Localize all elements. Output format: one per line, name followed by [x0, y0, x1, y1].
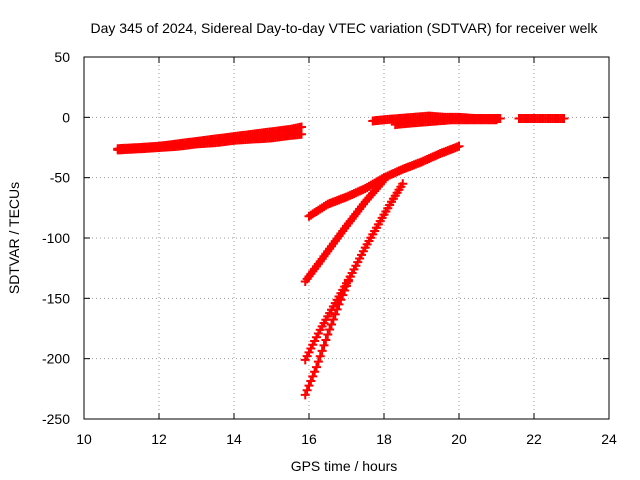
data-point	[321, 335, 331, 345]
data-point	[379, 175, 389, 185]
x-axis-title: GPS time / hours	[291, 458, 398, 474]
data-point	[327, 319, 336, 329]
data-point	[336, 295, 346, 305]
data-point	[325, 325, 335, 335]
data-points	[113, 111, 569, 400]
y-tick-label: -100	[42, 230, 70, 246]
data-point	[328, 314, 338, 324]
data-point	[398, 179, 408, 189]
data-point	[304, 381, 314, 391]
data-point	[332, 304, 342, 314]
data-series-2	[113, 129, 306, 155]
x-tick-label: 22	[526, 431, 542, 447]
x-tick-label: 16	[301, 431, 317, 447]
x-tick-label: 12	[151, 431, 167, 447]
x-tick-label: 14	[226, 431, 242, 447]
data-point	[312, 362, 321, 372]
data-point	[492, 115, 501, 125]
axis-ticks: 10 12 14 16 18 20 22 24 -250 -200 -150 -100 -50 0 50	[42, 49, 617, 447]
y-tick-label: -150	[42, 290, 70, 306]
data-point	[345, 272, 355, 282]
data-point	[306, 376, 316, 386]
x-tick-label: 18	[376, 431, 392, 447]
data-point	[334, 299, 344, 309]
data-point	[454, 141, 464, 151]
data-series-7	[300, 175, 389, 286]
data-point	[323, 330, 333, 340]
y-tick-label: -250	[42, 411, 70, 427]
data-point	[310, 367, 320, 377]
y-tick-label: 50	[54, 49, 70, 65]
y-tick-label: -200	[42, 351, 70, 367]
x-tick-label: 10	[76, 431, 92, 447]
data-point	[342, 281, 351, 291]
data-point	[343, 276, 353, 286]
x-tick-label: 24	[601, 431, 617, 447]
data-series-5	[514, 114, 569, 124]
data-point	[308, 371, 318, 381]
data-point	[317, 346, 327, 356]
data-point	[300, 390, 310, 400]
data-point	[340, 285, 350, 295]
y-axis-title: SDTVAR / TECUs	[6, 182, 22, 294]
data-point	[338, 290, 348, 300]
data-point	[559, 114, 569, 124]
data-point	[319, 340, 329, 350]
data-point	[330, 309, 340, 319]
data-point	[313, 357, 323, 367]
data-point	[297, 129, 306, 139]
y-tick-label: -50	[50, 170, 70, 186]
grid-lines	[84, 57, 609, 419]
chart-title: Day 345 of 2024, Sidereal Day-to-day VTE…	[90, 20, 598, 36]
x-tick-label: 20	[451, 431, 467, 447]
data-series-6	[304, 141, 464, 221]
plot-frame	[83, 56, 610, 420]
data-point	[315, 351, 325, 361]
data-point	[302, 385, 312, 395]
data-series-4	[390, 115, 501, 130]
data-series-9	[300, 272, 355, 400]
y-tick-label: 0	[62, 109, 70, 125]
